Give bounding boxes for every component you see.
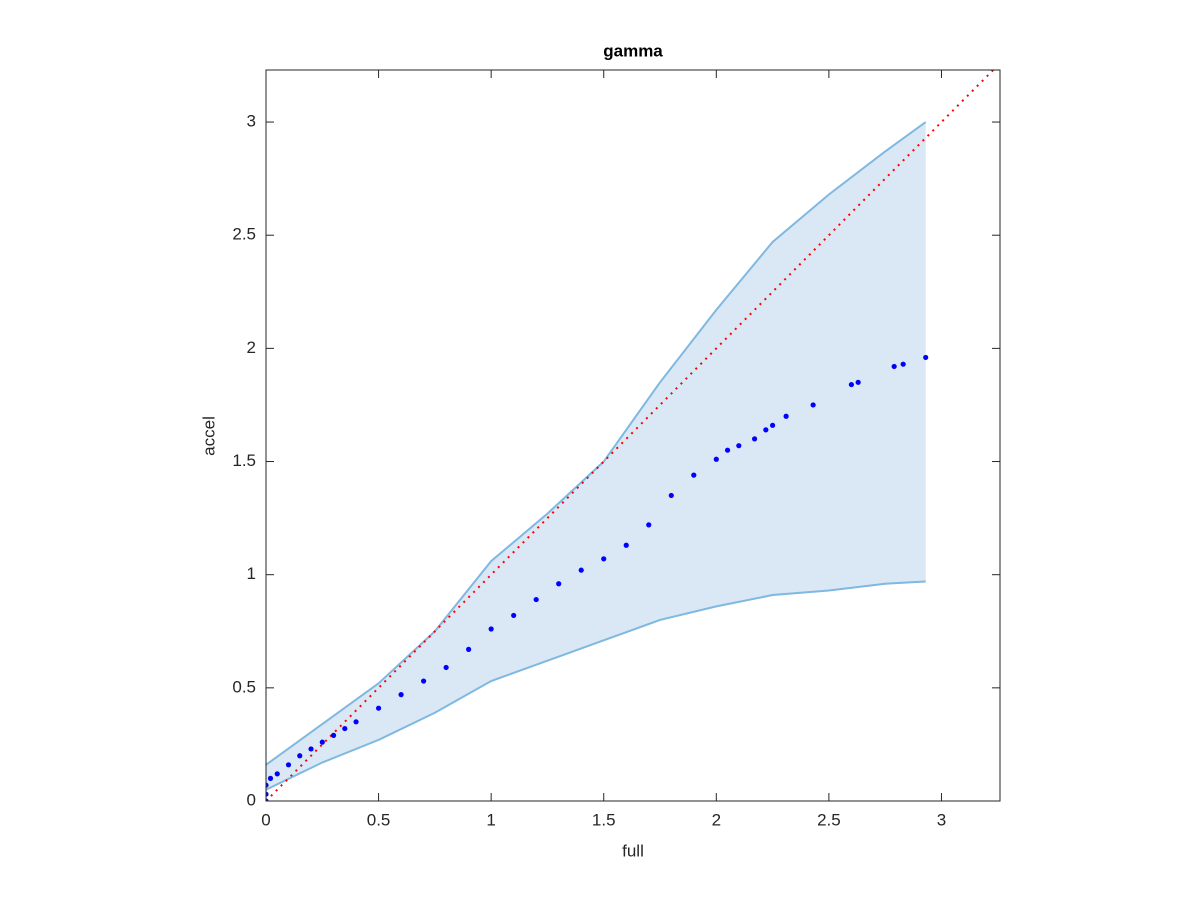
point	[297, 753, 303, 759]
point	[713, 456, 719, 462]
point	[601, 556, 607, 562]
point	[923, 354, 929, 361]
point	[398, 692, 404, 698]
x-tick-label: 1.5	[592, 810, 616, 829]
y-tick-label: 1	[247, 564, 256, 583]
point	[623, 542, 629, 548]
point	[466, 646, 472, 652]
point	[488, 626, 494, 632]
point	[421, 678, 427, 684]
band-lower	[266, 580, 926, 791]
point	[266, 791, 269, 797]
x-tick-label: 0	[261, 810, 270, 829]
point	[691, 472, 697, 478]
point	[319, 739, 325, 745]
point	[285, 762, 292, 768]
point	[308, 746, 314, 752]
point	[668, 492, 674, 499]
point	[375, 705, 382, 711]
y-tick-label: 2	[247, 338, 256, 357]
point	[578, 567, 584, 573]
plot-area	[266, 70, 995, 801]
x-tick-label: 1	[486, 810, 495, 829]
point	[769, 422, 776, 428]
point	[267, 775, 274, 781]
point	[556, 581, 562, 587]
point	[763, 427, 769, 433]
point	[353, 719, 359, 725]
chart-title: gamma	[603, 41, 663, 60]
point	[274, 771, 280, 777]
y-tick-label: 0.5	[232, 677, 256, 696]
y-tick-label: 3	[247, 112, 256, 131]
y-axis-label: accel	[199, 416, 218, 456]
point	[342, 725, 348, 732]
x-tick-label: 0.5	[367, 810, 391, 829]
point	[810, 402, 816, 408]
x-tick-label: 2.5	[817, 810, 841, 829]
point	[783, 413, 789, 419]
point	[443, 664, 449, 671]
point	[848, 381, 854, 388]
y-tick-label: 2.5	[232, 225, 256, 244]
point	[330, 732, 337, 738]
point	[891, 363, 897, 370]
axes-box	[265, 69, 1001, 802]
x-tick-label: 3	[937, 810, 946, 829]
y-tick-label: 0	[247, 790, 256, 809]
point	[736, 443, 742, 449]
point	[751, 436, 758, 442]
band-fill	[266, 122, 926, 790]
band-upper	[266, 121, 927, 766]
point	[646, 522, 652, 528]
point	[724, 447, 731, 453]
point	[855, 379, 861, 385]
point	[266, 782, 269, 788]
point	[900, 361, 906, 367]
point	[533, 596, 539, 603]
point	[511, 612, 517, 619]
x-tick-label: 2	[712, 810, 721, 829]
x-axis-label: full	[622, 841, 644, 860]
y-tick-label: 1.5	[232, 451, 256, 470]
point	[266, 798, 269, 801]
